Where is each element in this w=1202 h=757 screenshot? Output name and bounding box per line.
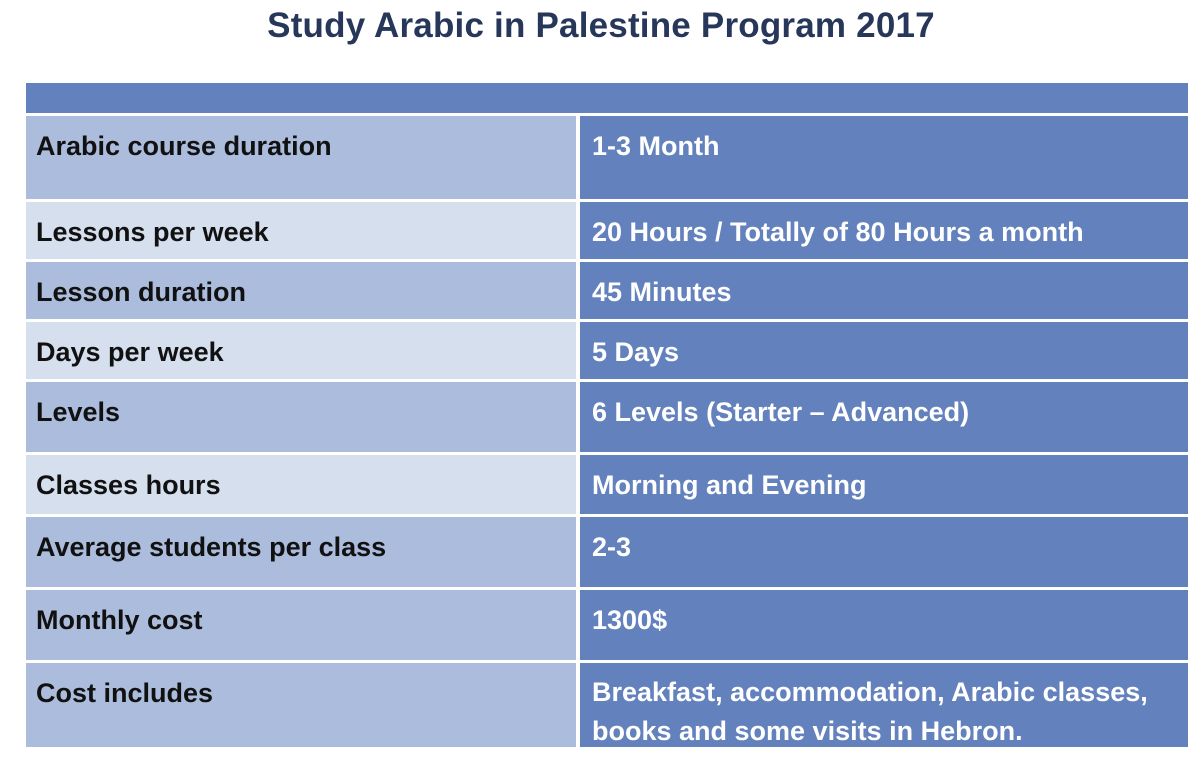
row-value: Morning and Evening xyxy=(580,455,1188,514)
table-row: Monthly cost 1300$ xyxy=(26,590,1188,663)
table-row: Levels 6 Levels (Starter – Advanced) xyxy=(26,382,1188,455)
row-value: 45 Minutes xyxy=(580,262,1188,319)
table-row: Lesson duration 45 Minutes xyxy=(26,262,1188,322)
row-value: 5 Days xyxy=(580,322,1188,379)
table-row: Average students per class 2-3 xyxy=(26,517,1188,590)
row-value: 6 Levels (Starter – Advanced) xyxy=(580,382,1188,452)
table-row: Arabic course duration 1-3 Month xyxy=(26,116,1188,202)
row-value: Breakfast, accommodation, Arabic classes… xyxy=(580,663,1188,747)
row-label: Monthly cost xyxy=(26,590,580,660)
table-row: Cost includes Breakfast, accommodation, … xyxy=(26,663,1188,747)
row-label: Classes hours xyxy=(26,455,580,514)
table-row: Days per week 5 Days xyxy=(26,322,1188,382)
row-value: 2-3 xyxy=(580,517,1188,587)
table-row: Lessons per week 20 Hours / Totally of 8… xyxy=(26,202,1188,262)
row-label: Lessons per week xyxy=(26,202,580,259)
row-label: Arabic course duration xyxy=(26,116,580,199)
table-header-band xyxy=(26,83,1188,116)
row-label: Levels xyxy=(26,382,580,452)
page-title: Study Arabic in Palestine Program 2017 xyxy=(267,6,935,45)
row-label: Average students per class xyxy=(26,517,580,587)
table-row: Classes hours Morning and Evening xyxy=(26,455,1188,517)
row-label: Days per week xyxy=(26,322,580,379)
program-table: Arabic course duration 1-3 Month Lessons… xyxy=(26,83,1188,747)
row-value: 1300$ xyxy=(580,590,1188,660)
row-label: Lesson duration xyxy=(26,262,580,319)
row-label: Cost includes xyxy=(26,663,580,747)
row-value: 20 Hours / Totally of 80 Hours a month xyxy=(580,202,1188,259)
row-value: 1-3 Month xyxy=(580,116,1188,199)
